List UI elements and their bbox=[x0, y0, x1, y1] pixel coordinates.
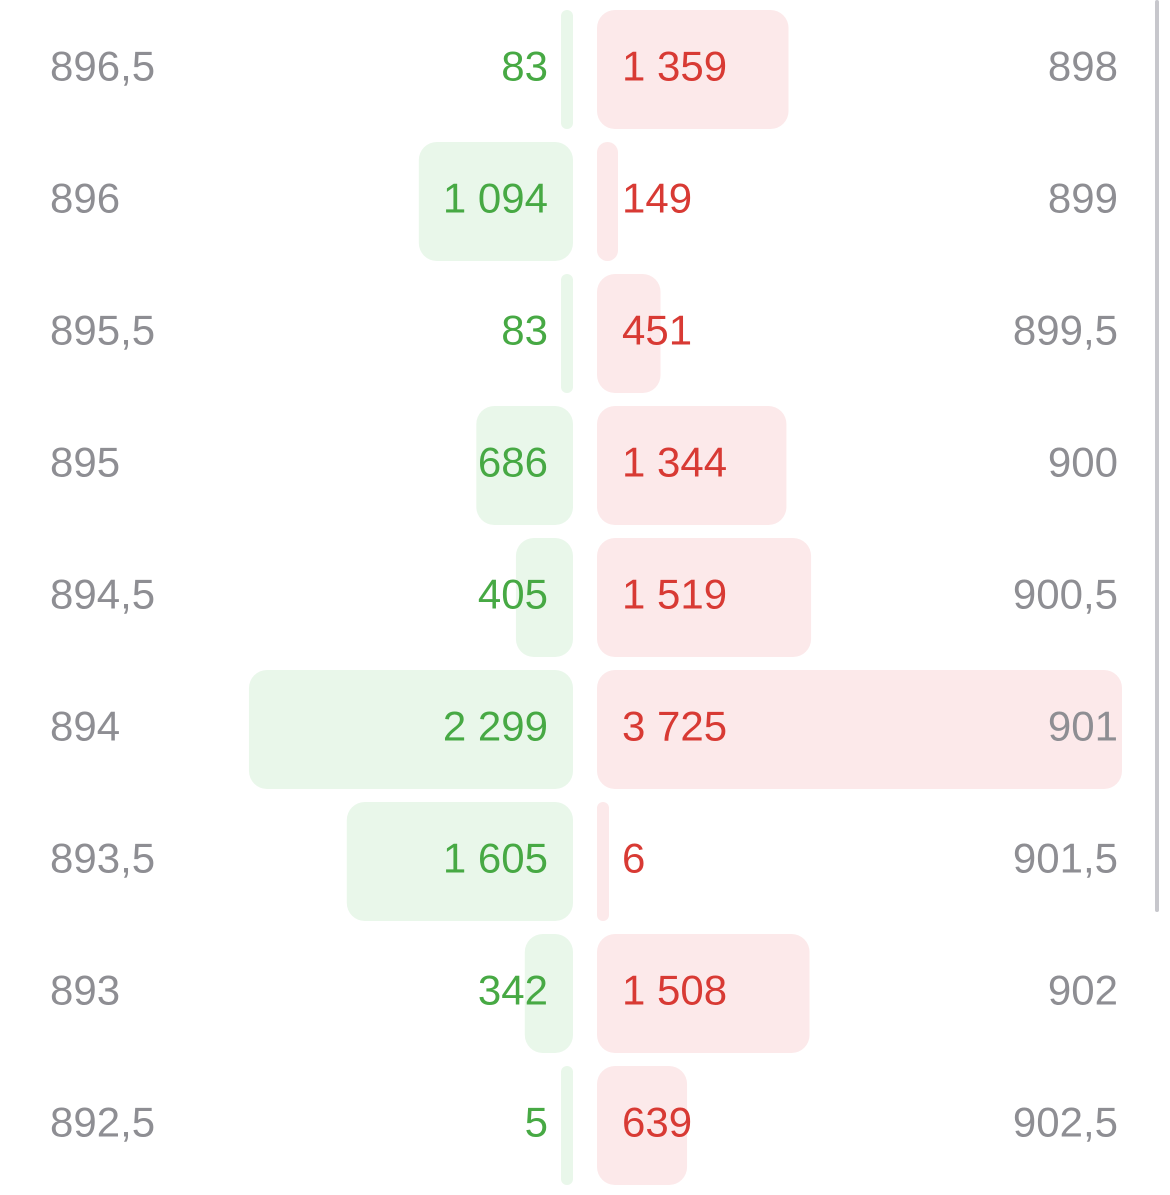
ask-bar bbox=[597, 934, 810, 1053]
ask-bar bbox=[597, 142, 618, 261]
bid-volume: 1 605 bbox=[443, 835, 548, 882]
bid-price: 892,5 bbox=[50, 1099, 155, 1146]
ask-volume: 1 359 bbox=[622, 43, 727, 90]
bid-price: 896 bbox=[50, 175, 120, 222]
bid-bar bbox=[561, 1066, 573, 1185]
bid-price: 893,5 bbox=[50, 835, 155, 882]
bid-volume: 5 bbox=[525, 1099, 548, 1146]
bid-price: 893 bbox=[50, 967, 120, 1014]
ask-volume: 451 bbox=[622, 307, 692, 354]
bid-volume: 686 bbox=[478, 439, 548, 486]
bid-bar bbox=[561, 274, 573, 393]
ask-bar bbox=[597, 406, 787, 525]
bid-bar bbox=[248, 670, 573, 789]
ask-price: 902,5 bbox=[1013, 1099, 1118, 1146]
bid-price: 895 bbox=[50, 439, 120, 486]
bid-price: 895,5 bbox=[50, 307, 155, 354]
bid-volume: 1 094 bbox=[443, 175, 548, 222]
ask-volume: 149 bbox=[622, 175, 692, 222]
ask-price: 901,5 bbox=[1013, 835, 1118, 882]
ask-price: 900,5 bbox=[1013, 571, 1118, 618]
ask-price: 902 bbox=[1048, 967, 1118, 1014]
ask-price: 899 bbox=[1048, 175, 1118, 222]
ask-volume: 3 725 bbox=[622, 703, 727, 750]
ask-bar bbox=[597, 1066, 688, 1185]
bid-volume: 83 bbox=[501, 307, 548, 354]
bid-bar bbox=[524, 934, 573, 1053]
bid-bar bbox=[561, 10, 573, 129]
bid-volume: 83 bbox=[501, 43, 548, 90]
ask-bar bbox=[597, 802, 609, 921]
bid-price: 894,5 bbox=[50, 571, 155, 618]
ask-price: 900 bbox=[1048, 439, 1118, 486]
ask-price: 901 bbox=[1048, 703, 1118, 750]
ask-volume: 6 bbox=[622, 835, 645, 882]
bid-bar bbox=[418, 142, 573, 261]
bid-volume: 405 bbox=[478, 571, 548, 618]
bid-bar bbox=[515, 538, 573, 657]
ask-bar bbox=[597, 538, 812, 657]
ask-bar bbox=[597, 670, 1122, 789]
bid-price: 896,5 bbox=[50, 43, 155, 90]
ask-volume: 1 519 bbox=[622, 571, 727, 618]
bid-volume: 2 299 bbox=[443, 703, 548, 750]
ask-bar bbox=[597, 10, 789, 129]
ask-bar bbox=[597, 274, 661, 393]
bid-bar bbox=[346, 802, 573, 921]
ask-volume: 1 508 bbox=[622, 967, 727, 1014]
ask-volume: 1 344 bbox=[622, 439, 727, 486]
bid-bar bbox=[476, 406, 573, 525]
bid-price: 894 bbox=[50, 703, 120, 750]
ask-volume: 639 bbox=[622, 1099, 692, 1146]
bid-volume: 342 bbox=[478, 967, 548, 1014]
scrollbar bbox=[1155, 0, 1159, 912]
ask-price: 898 bbox=[1048, 43, 1118, 90]
ask-price: 899,5 bbox=[1013, 307, 1118, 354]
